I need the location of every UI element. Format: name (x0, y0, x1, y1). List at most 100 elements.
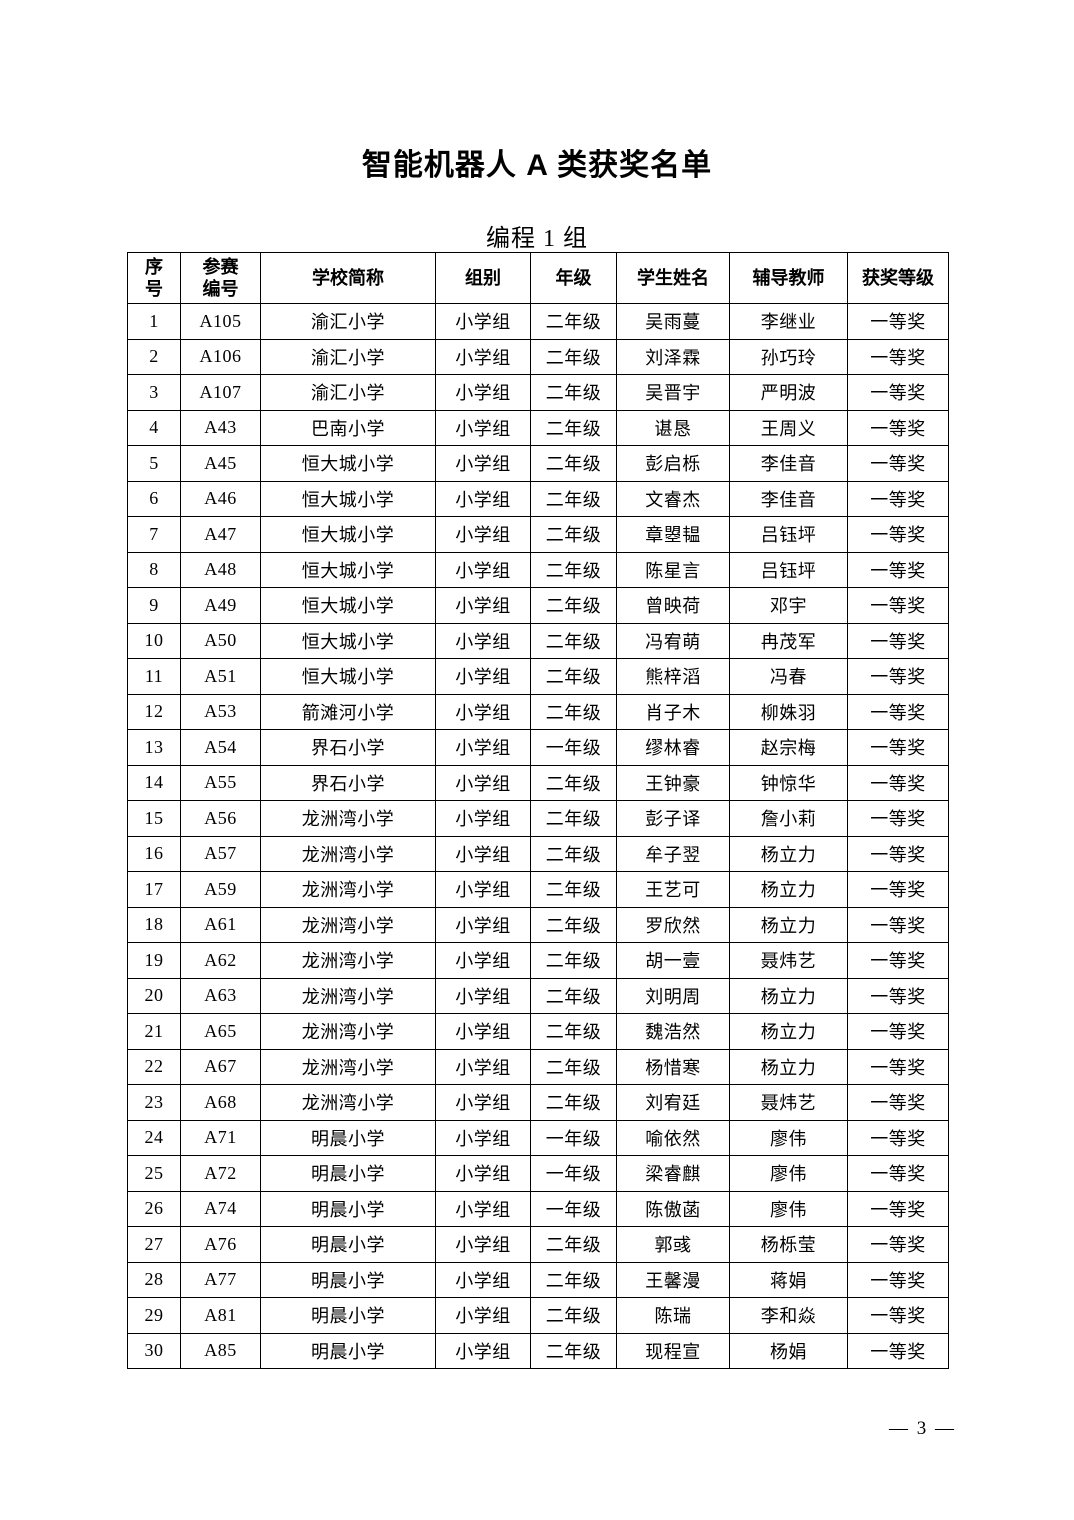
table-row: 18 A61 龙洲湾小学 小学组 二年级 罗欣然 杨立力 一等奖 (127, 906, 949, 943)
cell-award: 一等奖 (847, 1190, 949, 1227)
cell-grade: 一年级 (530, 729, 617, 766)
cell-entry-no: A56 (180, 800, 261, 837)
cell-entry-no: A67 (180, 1048, 261, 1085)
cell-teacher: 杨立力 (729, 1048, 848, 1085)
cell-group: 小学组 (435, 622, 531, 659)
cell-award: 一等奖 (847, 587, 949, 624)
cell-entry-no: A74 (180, 1190, 261, 1227)
cell-group: 小学组 (435, 409, 531, 446)
cell-grade: 二年级 (530, 551, 617, 588)
cell-school: 龙洲湾小学 (260, 1013, 436, 1050)
cell-award: 一等奖 (847, 835, 949, 872)
cell-grade: 一年级 (530, 1119, 617, 1156)
table-row: 30 A85 明晨小学 小学组 二年级 现程宣 杨娟 一等奖 (127, 1332, 949, 1369)
cell-index: 9 (127, 587, 181, 624)
cell-student: 杨惜寒 (616, 1048, 730, 1085)
cell-school: 界石小学 (260, 764, 436, 801)
cell-school: 恒大城小学 (260, 551, 436, 588)
cell-grade: 二年级 (530, 658, 617, 695)
cell-grade: 二年级 (530, 409, 617, 446)
cell-grade: 二年级 (530, 622, 617, 659)
cell-school: 恒大城小学 (260, 480, 436, 517)
cell-grade: 二年级 (530, 445, 617, 482)
cell-school: 恒大城小学 (260, 587, 436, 624)
cell-award: 一等奖 (847, 1261, 949, 1298)
cell-school: 龙洲湾小学 (260, 906, 436, 943)
cell-student: 文睿杰 (616, 480, 730, 517)
column-header-teacher: 辅导教师 (729, 252, 848, 304)
column-header-grade: 年级 (530, 252, 617, 304)
cell-index: 8 (127, 551, 181, 588)
cell-teacher: 吕钰坪 (729, 516, 848, 553)
cell-index: 24 (127, 1119, 181, 1156)
cell-student: 谌恳 (616, 409, 730, 446)
column-header-group: 组别 (435, 252, 531, 304)
cell-teacher: 杨立力 (729, 977, 848, 1014)
table-row: 9 A49 恒大城小学 小学组 二年级 曾映荷 邓宇 一等奖 (127, 587, 949, 624)
cell-grade: 二年级 (530, 480, 617, 517)
cell-award: 一等奖 (847, 729, 949, 766)
cell-grade: 二年级 (530, 906, 617, 943)
cell-index: 6 (127, 480, 181, 517)
cell-index: 10 (127, 622, 181, 659)
cell-entry-no: A49 (180, 587, 261, 624)
cell-student: 喻依然 (616, 1119, 730, 1156)
cell-student: 郭彧 (616, 1226, 730, 1263)
table-row: 8 A48 恒大城小学 小学组 二年级 陈星言 吕钰坪 一等奖 (127, 551, 949, 588)
cell-entry-no: A76 (180, 1226, 261, 1263)
cell-entry-no: A71 (180, 1119, 261, 1156)
cell-award: 一等奖 (847, 480, 949, 517)
cell-school: 渝汇小学 (260, 374, 436, 411)
cell-school: 界石小学 (260, 729, 436, 766)
cell-grade: 二年级 (530, 1048, 617, 1085)
cell-grade: 一年级 (530, 1155, 617, 1192)
cell-group: 小学组 (435, 374, 531, 411)
cell-student: 肖子木 (616, 693, 730, 730)
group-subtitle: 编程 1 组 (486, 226, 588, 252)
cell-student: 章曌韫 (616, 516, 730, 553)
cell-teacher: 孙巧玲 (729, 338, 848, 375)
cell-school: 龙洲湾小学 (260, 942, 436, 979)
header-row: 序 号 参赛 编号 学校简称 组别 年级 学生姓名 辅导教师 获奖等级 (127, 252, 949, 304)
cell-teacher: 王周义 (729, 409, 848, 446)
cell-group: 小学组 (435, 445, 531, 482)
cell-award: 一等奖 (847, 977, 949, 1014)
cell-award: 一等奖 (847, 942, 949, 979)
cell-group: 小学组 (435, 871, 531, 908)
cell-student: 王钟豪 (616, 764, 730, 801)
cell-group: 小学组 (435, 1119, 531, 1156)
cell-award: 一等奖 (847, 764, 949, 801)
cell-grade: 二年级 (530, 1332, 617, 1369)
table-row: 23 A68 龙洲湾小学 小学组 二年级 刘宥廷 聂炜艺 一等奖 (127, 1084, 949, 1121)
cell-group: 小学组 (435, 551, 531, 588)
cell-school: 龙洲湾小学 (260, 977, 436, 1014)
cell-teacher: 严明波 (729, 374, 848, 411)
cell-grade: 二年级 (530, 942, 617, 979)
table-row: 24 A71 明晨小学 小学组 一年级 喻依然 廖伟 一等奖 (127, 1119, 949, 1156)
cell-group: 小学组 (435, 1084, 531, 1121)
cell-teacher: 赵宗梅 (729, 729, 848, 766)
cell-teacher: 廖伟 (729, 1155, 848, 1192)
table-row: 25 A72 明晨小学 小学组 一年级 梁睿麒 廖伟 一等奖 (127, 1155, 949, 1192)
cell-teacher: 冉茂军 (729, 622, 848, 659)
cell-index: 22 (127, 1048, 181, 1085)
cell-group: 小学组 (435, 1190, 531, 1227)
cell-award: 一等奖 (847, 800, 949, 837)
table-row: 15 A56 龙洲湾小学 小学组 二年级 彭子译 詹小莉 一等奖 (127, 800, 949, 837)
cell-student: 吴晋宇 (616, 374, 730, 411)
cell-grade: 二年级 (530, 303, 617, 340)
cell-entry-no: A45 (180, 445, 261, 482)
cell-teacher: 杨栎莹 (729, 1226, 848, 1263)
cell-entry-no: A107 (180, 374, 261, 411)
cell-school: 明晨小学 (260, 1297, 436, 1334)
cell-teacher: 吕钰坪 (729, 551, 848, 588)
cell-teacher: 杨立力 (729, 871, 848, 908)
page-number: — 3 — (889, 1418, 956, 1439)
cell-index: 29 (127, 1297, 181, 1334)
cell-award: 一等奖 (847, 658, 949, 695)
column-header-student: 学生姓名 (616, 252, 730, 304)
table-row: 27 A76 明晨小学 小学组 二年级 郭彧 杨栎莹 一等奖 (127, 1226, 949, 1263)
cell-group: 小学组 (435, 835, 531, 872)
cell-student: 刘宥廷 (616, 1084, 730, 1121)
table-row: 4 A43 巴南小学 小学组 二年级 谌恳 王周义 一等奖 (127, 409, 949, 446)
